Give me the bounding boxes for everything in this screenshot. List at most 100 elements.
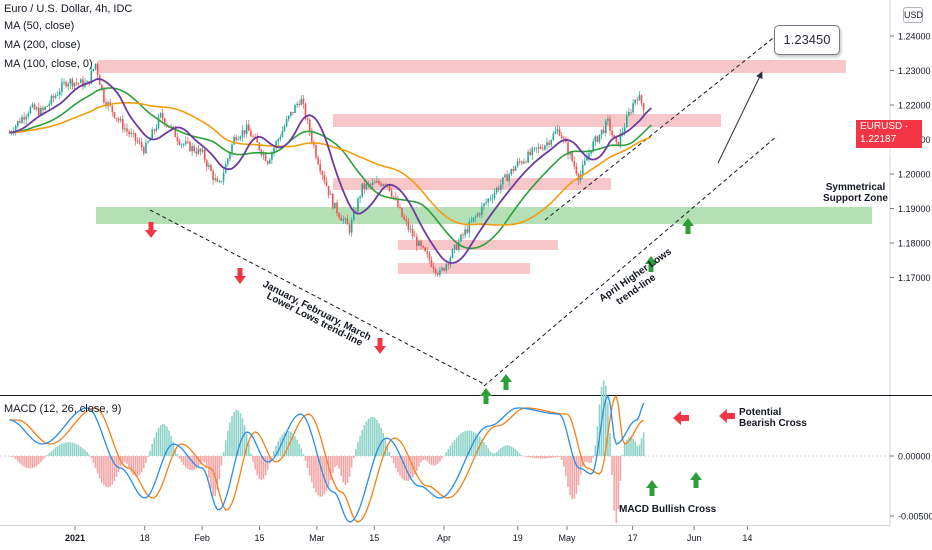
candle [390, 187, 393, 199]
sell-arrow-3 [374, 338, 386, 354]
macd-bar [565, 456, 567, 477]
candle [460, 233, 462, 243]
candle [21, 114, 23, 124]
macd-bar [164, 424, 166, 456]
macd-bar [571, 456, 573, 500]
macd-bar [17, 456, 19, 462]
candle [155, 123, 158, 133]
candle [382, 183, 384, 187]
candle [411, 224, 414, 240]
macd-bar [107, 456, 109, 488]
macd-bar [424, 456, 426, 460]
macd-bar [132, 456, 135, 475]
candle [359, 195, 361, 204]
macd-bar [357, 441, 359, 456]
macd-bar [65, 442, 67, 456]
macd-bar [105, 456, 107, 487]
macd-bar [208, 456, 210, 478]
macd-bar [218, 456, 221, 479]
macd-bar [588, 456, 590, 464]
macd-bar [42, 456, 44, 460]
macd-bar [516, 451, 519, 456]
time-tick-label: 19 [513, 533, 523, 543]
macd-bar [313, 456, 315, 488]
candle [258, 141, 261, 152]
candle [529, 148, 531, 157]
legend-ma50[interactable]: MA (50, close) [4, 20, 75, 32]
macd-bar [527, 456, 529, 458]
time-tick-label: 18 [140, 533, 150, 543]
candle [430, 256, 433, 268]
candle [403, 213, 405, 221]
macd-bar [439, 456, 441, 462]
macd-bar [537, 456, 540, 459]
macd-bar [35, 456, 38, 466]
candle [195, 146, 198, 157]
candle [374, 179, 376, 184]
macd-bar [567, 456, 569, 488]
candle [224, 161, 227, 174]
macd-bar [40, 456, 42, 463]
macd-bar [245, 434, 248, 456]
candle [48, 100, 51, 110]
candle [103, 86, 105, 105]
candle [33, 102, 36, 111]
symbol-title: Euro / U.S. Dollar, 4h, IDC [4, 3, 133, 15]
macd-bar [544, 456, 546, 459]
candle [613, 134, 615, 138]
macd-bar [122, 456, 124, 463]
macd-bar [61, 443, 63, 456]
candle [248, 119, 250, 131]
macd-legend[interactable]: MACD (12, 26, close, 9) [4, 403, 122, 415]
legend-ma200[interactable]: MA (200, close) [4, 39, 81, 51]
macd-bar [98, 456, 101, 479]
macd-bar [592, 456, 594, 458]
macd-bar [466, 430, 468, 456]
price-tick-label: 1.23000 [898, 66, 931, 76]
candle [126, 123, 128, 136]
candle [191, 143, 193, 157]
macd-bar [254, 456, 256, 470]
candle [474, 214, 477, 223]
candle [130, 128, 132, 138]
candle [19, 117, 21, 124]
candle [143, 145, 145, 156]
candle [451, 248, 454, 259]
candle [621, 127, 624, 137]
candle [607, 115, 609, 126]
macd-bar [445, 452, 447, 456]
candle [567, 137, 569, 160]
macd-bar [178, 456, 181, 459]
candle [111, 105, 114, 117]
macd-bar [632, 438, 634, 456]
macd-bar [195, 456, 198, 469]
macd-bar [31, 456, 34, 469]
time-axis[interactable]: 2021 18 Feb 15 Mar 15 Apr 19 May 17 Jun 14 [65, 526, 752, 543]
macd-bar [502, 446, 504, 456]
macd-bar [233, 411, 235, 456]
macd-bar [290, 431, 292, 456]
macd-bar [418, 456, 420, 467]
macd-tick-label: -0.00500 [898, 512, 932, 522]
ma200-line [9, 102, 652, 226]
macd-bar [243, 425, 246, 456]
candle [437, 271, 439, 278]
macd-bar [231, 416, 233, 456]
macd-bar [344, 456, 347, 486]
legend-ma100[interactable]: MA (100, close, 0) [4, 58, 93, 70]
macd-bar [611, 456, 613, 476]
macd-bar [395, 456, 397, 469]
candle [327, 185, 330, 199]
macd-bar [136, 456, 139, 477]
macd-bearish-arrow-1 [673, 411, 689, 425]
candle [46, 105, 48, 108]
macd-bar [523, 456, 525, 457]
currency-badge[interactable]: USD [903, 7, 923, 23]
candle [138, 137, 141, 145]
macd-bar [191, 456, 193, 471]
candle [573, 156, 576, 170]
macd-axis[interactable]: 0.00000 -0.00500 [890, 452, 932, 522]
support-zone-label: Symmetrical Support Zone [823, 182, 888, 204]
macd-bar [294, 436, 296, 456]
candle [96, 62, 99, 80]
